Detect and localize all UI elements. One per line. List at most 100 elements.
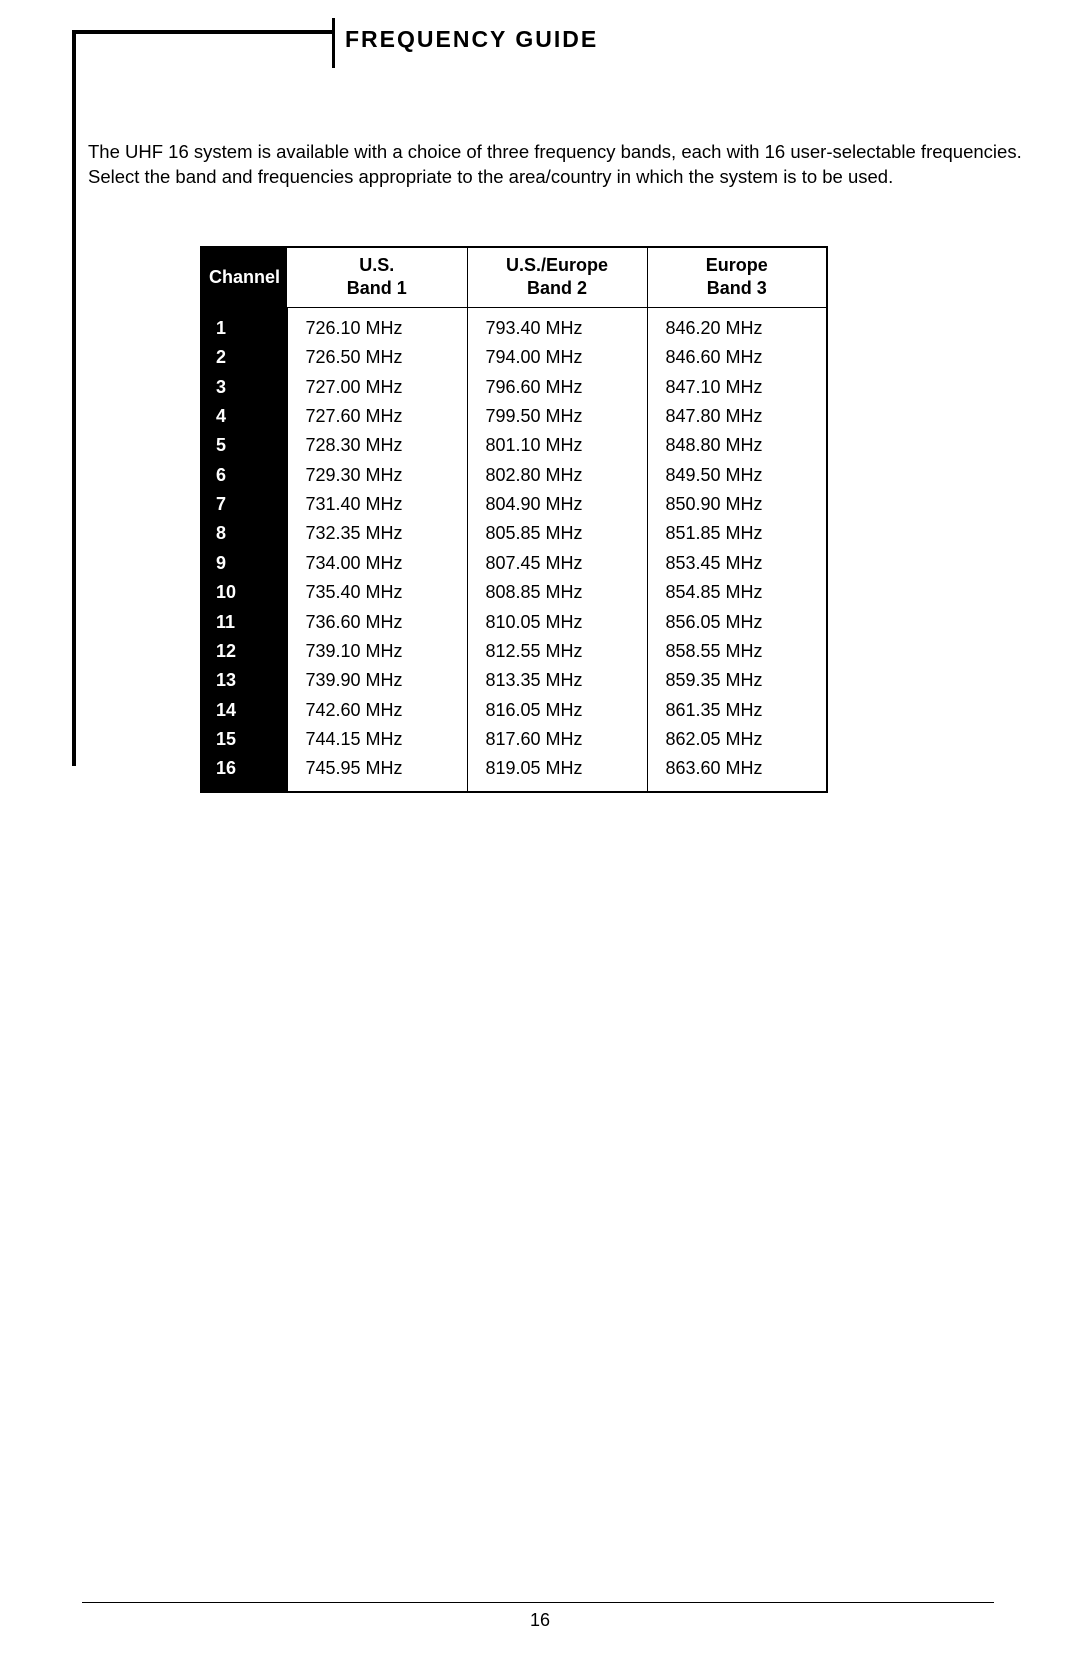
table-row: 4727.60 MHz799.50 MHz847.80 MHz xyxy=(201,402,827,431)
band1-cell: 739.90 MHz xyxy=(287,666,467,695)
band2-cell: 810.05 MHz xyxy=(467,607,647,636)
channel-cell: 12 xyxy=(201,637,287,666)
band2-cell: 819.05 MHz xyxy=(467,754,647,792)
frequency-table-body: 1726.10 MHz793.40 MHz846.20 MHz2726.50 M… xyxy=(201,307,827,792)
col-header-band2-label: Band 2 xyxy=(527,278,587,298)
table-row: 14742.60 MHz816.05 MHz861.35 MHz xyxy=(201,695,827,724)
band1-cell: 739.10 MHz xyxy=(287,637,467,666)
frequency-table: Channel U.S. Band 1 U.S./Europe Band 2 E… xyxy=(200,246,828,793)
col-header-band3-label: Band 3 xyxy=(707,278,767,298)
band3-cell: 849.50 MHz xyxy=(647,460,827,489)
band3-cell: 853.45 MHz xyxy=(647,549,827,578)
page-title: FREQUENCY GUIDE xyxy=(345,26,598,53)
channel-cell: 11 xyxy=(201,607,287,636)
band3-cell: 846.60 MHz xyxy=(647,343,827,372)
band1-cell: 742.60 MHz xyxy=(287,695,467,724)
col-header-band1-label: Band 1 xyxy=(347,278,407,298)
band2-cell: 802.80 MHz xyxy=(467,460,647,489)
band1-cell: 745.95 MHz xyxy=(287,754,467,792)
band2-cell: 807.45 MHz xyxy=(467,549,647,578)
band3-cell: 861.35 MHz xyxy=(647,695,827,724)
col-header-band3-region: Europe xyxy=(706,255,768,275)
channel-cell: 4 xyxy=(201,402,287,431)
band1-cell: 726.50 MHz xyxy=(287,343,467,372)
col-header-channel: Channel xyxy=(201,247,287,307)
band2-cell: 794.00 MHz xyxy=(467,343,647,372)
channel-cell: 13 xyxy=(201,666,287,695)
band2-cell: 804.90 MHz xyxy=(467,490,647,519)
band2-cell: 813.35 MHz xyxy=(467,666,647,695)
band3-cell: 851.85 MHz xyxy=(647,519,827,548)
band3-cell: 856.05 MHz xyxy=(647,607,827,636)
band1-cell: 728.30 MHz xyxy=(287,431,467,460)
band3-cell: 854.85 MHz xyxy=(647,578,827,607)
table-row: 11736.60 MHz810.05 MHz856.05 MHz xyxy=(201,607,827,636)
band2-cell: 801.10 MHz xyxy=(467,431,647,460)
table-row: 6729.30 MHz802.80 MHz849.50 MHz xyxy=(201,460,827,489)
band3-cell: 859.35 MHz xyxy=(647,666,827,695)
band1-cell: 732.35 MHz xyxy=(287,519,467,548)
band1-cell: 726.10 MHz xyxy=(287,307,467,343)
band2-cell: 805.85 MHz xyxy=(467,519,647,548)
page-number: 16 xyxy=(0,1610,1080,1631)
table-row: 15744.15 MHz817.60 MHz862.05 MHz xyxy=(201,725,827,754)
channel-cell: 14 xyxy=(201,695,287,724)
band1-cell: 744.15 MHz xyxy=(287,725,467,754)
channel-cell: 8 xyxy=(201,519,287,548)
band1-cell: 734.00 MHz xyxy=(287,549,467,578)
channel-cell: 7 xyxy=(201,490,287,519)
page-border-top xyxy=(72,30,332,34)
title-divider xyxy=(332,18,335,68)
band2-cell: 799.50 MHz xyxy=(467,402,647,431)
band2-cell: 816.05 MHz xyxy=(467,695,647,724)
band2-cell: 793.40 MHz xyxy=(467,307,647,343)
col-header-band3: Europe Band 3 xyxy=(647,247,827,307)
table-row: 12739.10 MHz812.55 MHz858.55 MHz xyxy=(201,637,827,666)
band1-cell: 727.00 MHz xyxy=(287,372,467,401)
band1-cell: 731.40 MHz xyxy=(287,490,467,519)
footer-rule xyxy=(82,1602,994,1603)
col-header-band1-region: U.S. xyxy=(359,255,394,275)
table-row: 1726.10 MHz793.40 MHz846.20 MHz xyxy=(201,307,827,343)
table-row: 7731.40 MHz804.90 MHz850.90 MHz xyxy=(201,490,827,519)
band3-cell: 850.90 MHz xyxy=(647,490,827,519)
band1-cell: 727.60 MHz xyxy=(287,402,467,431)
band1-cell: 736.60 MHz xyxy=(287,607,467,636)
band3-cell: 847.80 MHz xyxy=(647,402,827,431)
band3-cell: 863.60 MHz xyxy=(647,754,827,792)
band2-cell: 812.55 MHz xyxy=(467,637,647,666)
table-row: 8732.35 MHz805.85 MHz851.85 MHz xyxy=(201,519,827,548)
channel-cell: 2 xyxy=(201,343,287,372)
channel-cell: 10 xyxy=(201,578,287,607)
band2-cell: 817.60 MHz xyxy=(467,725,647,754)
table-row: 13739.90 MHz813.35 MHz859.35 MHz xyxy=(201,666,827,695)
channel-cell: 6 xyxy=(201,460,287,489)
table-row: 3727.00 MHz796.60 MHz847.10 MHz xyxy=(201,372,827,401)
band3-cell: 846.20 MHz xyxy=(647,307,827,343)
channel-cell: 3 xyxy=(201,372,287,401)
table-row: 5728.30 MHz801.10 MHz848.80 MHz xyxy=(201,431,827,460)
page-border-left xyxy=(72,30,76,766)
band1-cell: 735.40 MHz xyxy=(287,578,467,607)
col-header-band1: U.S. Band 1 xyxy=(287,247,467,307)
band3-cell: 862.05 MHz xyxy=(647,725,827,754)
col-header-band2-region: U.S./Europe xyxy=(506,255,608,275)
table-row: 16745.95 MHz819.05 MHz863.60 MHz xyxy=(201,754,827,792)
band3-cell: 847.10 MHz xyxy=(647,372,827,401)
intro-paragraph: The UHF 16 system is available with a ch… xyxy=(88,140,1048,190)
channel-cell: 16 xyxy=(201,754,287,792)
table-row: 2726.50 MHz794.00 MHz846.60 MHz xyxy=(201,343,827,372)
channel-cell: 9 xyxy=(201,549,287,578)
band1-cell: 729.30 MHz xyxy=(287,460,467,489)
band3-cell: 848.80 MHz xyxy=(647,431,827,460)
table-row: 9734.00 MHz807.45 MHz853.45 MHz xyxy=(201,549,827,578)
channel-cell: 15 xyxy=(201,725,287,754)
col-header-band2: U.S./Europe Band 2 xyxy=(467,247,647,307)
table-row: 10735.40 MHz808.85 MHz854.85 MHz xyxy=(201,578,827,607)
channel-cell: 1 xyxy=(201,307,287,343)
channel-cell: 5 xyxy=(201,431,287,460)
band2-cell: 808.85 MHz xyxy=(467,578,647,607)
band3-cell: 858.55 MHz xyxy=(647,637,827,666)
band2-cell: 796.60 MHz xyxy=(467,372,647,401)
col-header-channel-label: Channel xyxy=(209,267,280,287)
